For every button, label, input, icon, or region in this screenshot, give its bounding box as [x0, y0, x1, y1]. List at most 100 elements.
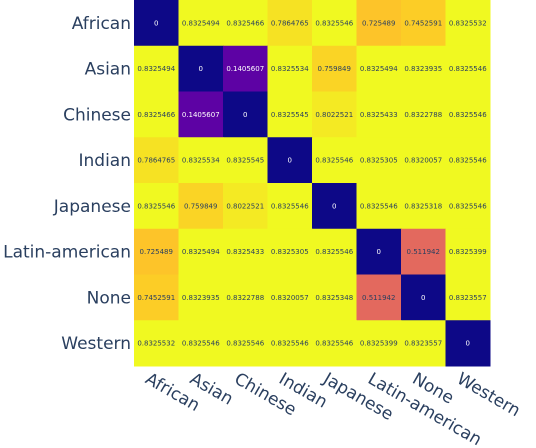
heatmap-cell [178, 183, 224, 230]
heatmap-cell [312, 137, 357, 184]
cell-value-label: 0.511942 [362, 294, 395, 302]
x-axis-labels: AfricanAsianChineseIndianJapaneseLatin-a… [142, 369, 524, 448]
cell-value-label: 0.8325546 [271, 202, 309, 210]
heatmap-cell [267, 320, 313, 367]
cell-value-label: 0.7452591 [404, 19, 442, 27]
heatmap-cell [178, 0, 224, 47]
y-tick-label: Chinese [63, 105, 131, 125]
cell-value-label: 0.1405607 [182, 111, 220, 119]
heatmap-cell [401, 228, 446, 275]
cell-value-label: 0.8325305 [360, 157, 398, 165]
heatmap-cell [401, 274, 446, 321]
cell-value-label: 0 [466, 340, 470, 348]
cell-value-label: 0.8323935 [182, 294, 220, 302]
y-tick-label: Western [61, 334, 131, 354]
cell-value-label: 0.8325546 [449, 202, 487, 210]
cell-value-label: 0.725489 [362, 19, 395, 27]
cell-value-label: 0 [377, 248, 381, 256]
cell-value-label: 0.8325546 [315, 157, 353, 165]
heatmap-cell [356, 91, 402, 138]
heatmap-cell [401, 183, 446, 230]
heatmap-cell [312, 91, 357, 138]
heatmap-cell [445, 183, 491, 230]
heatmap-cell [401, 45, 446, 92]
heatmap-cell [223, 0, 268, 47]
heatmap-cell [178, 91, 224, 138]
heatmap-cell [312, 274, 357, 321]
heatmap-cell [223, 91, 268, 138]
cell-value-label: 0.8325466 [137, 111, 175, 119]
y-tick-label: African [72, 14, 131, 34]
heatmap-cell [445, 0, 491, 47]
cell-value-label: 0.8320057 [271, 294, 309, 302]
y-tick-label: Asian [85, 60, 131, 80]
heatmap-cell [178, 320, 224, 367]
cell-value-label: 0.8325545 [226, 157, 264, 165]
heatmap-cell [134, 45, 179, 92]
heatmap-cells: 0 0.8325494 0.8325466 0.7864765 0.8325546 0.7… [134, 0, 491, 367]
heatmap-cell [134, 0, 179, 47]
heatmap-cell [445, 91, 491, 138]
heatmap-cell [312, 0, 357, 47]
y-tick-label: Japanese [53, 197, 131, 217]
cell-value-label: 0.8325318 [404, 202, 442, 210]
cell-value-label: 0.8325433 [360, 111, 398, 119]
heatmap-cell [356, 320, 402, 367]
heatmap-cell [178, 228, 224, 275]
cell-value-label: 0.8325546 [360, 202, 398, 210]
heatmap-cell [223, 274, 268, 321]
heatmap-cell [223, 320, 268, 367]
cell-value-label: 0.8325532 [137, 340, 175, 348]
cell-value-label: 0.8325433 [226, 248, 264, 256]
cell-value-label: 0.8325494 [360, 65, 398, 73]
cell-value-label: 0.8325348 [315, 294, 353, 302]
heatmap-cell [312, 45, 357, 92]
heatmap-cell [356, 0, 402, 47]
cell-value-label: 0.8325546 [226, 340, 264, 348]
cell-value-label: 0.8325546 [315, 340, 353, 348]
heatmap-cell [401, 137, 446, 184]
heatmap-cell [356, 183, 402, 230]
cell-value-label: 0.7864765 [271, 19, 309, 27]
cell-value-label: 0.8325546 [315, 248, 353, 256]
cell-value-label: 0 [421, 294, 425, 302]
heatmap-cell [356, 137, 402, 184]
y-tick-label: Indian [79, 151, 132, 171]
cell-value-label: 0.759849 [184, 202, 217, 210]
x-tick-label: Western [453, 369, 523, 421]
heatmap-cell [134, 183, 179, 230]
heatmap-cell [134, 274, 179, 321]
heatmap-cell [178, 274, 224, 321]
cell-value-label: 0 [288, 157, 292, 165]
heatmap-cell [223, 137, 268, 184]
heatmap-cell [445, 228, 491, 275]
heatmap-cell [356, 45, 402, 92]
cell-value-label: 0.8325545 [271, 111, 309, 119]
heatmap-cell [267, 45, 313, 92]
heatmap-cell [134, 320, 179, 367]
cell-value-label: 0.8323557 [449, 294, 487, 302]
cell-value-label: 0.8325399 [449, 248, 487, 256]
cell-value-label: 0.1405607 [226, 65, 264, 73]
y-tick-label: Latin-american [3, 243, 131, 263]
heatmap-cell [267, 91, 313, 138]
cell-value-label: 0.8022521 [315, 111, 353, 119]
cell-value-label: 0 [199, 65, 203, 73]
heatmap-cell [134, 91, 179, 138]
cell-value-label: 0.8325546 [449, 65, 487, 73]
cell-value-label: 0.8325546 [137, 202, 175, 210]
heatmap-cell [312, 228, 357, 275]
heatmap-cell [223, 228, 268, 275]
heatmap-cell [267, 274, 313, 321]
cell-value-label: 0.8325494 [182, 248, 220, 256]
cell-value-label: 0.759849 [318, 65, 351, 73]
heatmap-cell [312, 320, 357, 367]
heatmap-cell [223, 45, 268, 92]
heatmap-cell [178, 45, 224, 92]
heatmap-cell [356, 228, 402, 275]
cell-value-label: 0.8320057 [404, 157, 442, 165]
heatmap-cell [267, 228, 313, 275]
heatmap-cell [401, 0, 446, 47]
cell-value-label: 0.8325546 [449, 157, 487, 165]
